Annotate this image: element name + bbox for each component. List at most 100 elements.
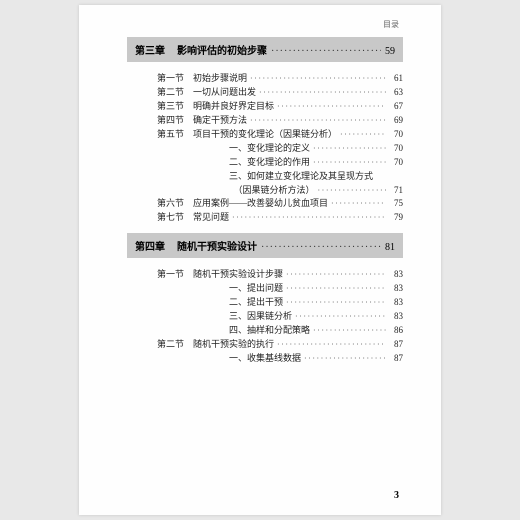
toc-entry: 二、变化理论的作用·······························… <box>157 156 403 170</box>
entry-title: 一、提出问题 <box>193 282 283 296</box>
entry-page: 83 <box>389 282 403 296</box>
entry-page: 87 <box>389 352 403 366</box>
entry-page: 83 <box>389 310 403 324</box>
chapter-header: 第三章影响评估的初始步骤 ····························… <box>127 37 403 62</box>
leader-dots: ········································… <box>304 353 386 367</box>
leader-dots: ········································… <box>313 157 386 171</box>
entry-title: 随机干预实验的执行 <box>193 338 274 352</box>
toc-entry: 一、提出问题··································… <box>157 282 403 296</box>
leader-dots: ········································… <box>271 46 381 57</box>
section-label <box>157 310 193 324</box>
entry-title: 一、变化理论的定义 <box>193 142 310 156</box>
toc-entry: 第三节明确并良好界定目标····························… <box>157 100 403 114</box>
section-label <box>157 282 193 296</box>
entry-page: 70 <box>389 128 403 142</box>
toc-entry: 四、抽样和分配策略·······························… <box>157 324 403 338</box>
entry-page: 86 <box>389 324 403 338</box>
section-label: 第五节 <box>157 128 193 142</box>
entry-title: 一、收集基线数据 <box>193 352 301 366</box>
leader-dots: ········································… <box>277 339 386 353</box>
entry-title: 项目干预的变化理论（因果链分析） <box>193 128 337 142</box>
entry-page: 83 <box>389 296 403 310</box>
leader-dots: ········································… <box>250 73 386 87</box>
running-head: 目录 <box>383 19 399 30</box>
leader-dots: ········································… <box>277 101 386 115</box>
entry-page: 87 <box>389 338 403 352</box>
section-label: 第一节 <box>157 72 193 86</box>
leader-dots: ········································… <box>286 283 386 297</box>
entry-page: 70 <box>389 156 403 170</box>
section-label: 第六节 <box>157 197 193 211</box>
entry-page: 69 <box>389 114 403 128</box>
section-label <box>157 296 193 310</box>
section-label <box>157 156 193 170</box>
chapter-page: 81 <box>385 242 395 253</box>
section-label: 第三节 <box>157 100 193 114</box>
toc-content: 第三章影响评估的初始步骤 ····························… <box>127 37 403 366</box>
leader-dots: ········································… <box>313 325 386 339</box>
entry-page: 79 <box>389 211 403 225</box>
entry-title: 三、如何建立变化理论及其呈现方式 <box>193 170 373 184</box>
toc-entry: 第一节随机干预实验设计步骤···························… <box>157 268 403 282</box>
leader-dots: ········································… <box>286 297 386 311</box>
toc-entry: 一、收集基线数据································… <box>157 352 403 366</box>
toc-entry: 一、变化理论的定义·······························… <box>157 142 403 156</box>
leader-dots: ········································… <box>295 311 386 325</box>
leader-dots: ········································… <box>259 87 386 101</box>
entry-title: 三、因果链分析 <box>193 310 292 324</box>
toc-entry: 第一节初始步骤说明·······························… <box>157 72 403 86</box>
section-label <box>157 352 193 366</box>
toc-entry: 第五节项目干预的变化理论（因果链分析）·····················… <box>157 128 403 142</box>
section-label: 第七节 <box>157 211 193 225</box>
leader-dots: ········································… <box>331 198 386 212</box>
section-label <box>157 324 193 338</box>
entries-block: 第一节初始步骤说明·······························… <box>157 72 403 225</box>
entry-page: 83 <box>389 268 403 282</box>
entry-page: 67 <box>389 100 403 114</box>
page-number: 3 <box>394 490 399 501</box>
entry-title: 二、变化理论的作用 <box>193 156 310 170</box>
toc-entry: 三、如何建立变化理论及其呈现方式 <box>157 170 403 184</box>
entry-title: （因果链分析方法） <box>193 184 315 198</box>
entry-title: 初始步骤说明 <box>193 72 247 86</box>
chapter-title: 影响评估的初始步骤 <box>177 42 267 57</box>
entry-title: 应用案例——改善婴幼儿贫血项目 <box>193 197 328 211</box>
entries-block: 第一节随机干预实验设计步骤···························… <box>157 268 403 366</box>
entry-page: 75 <box>389 197 403 211</box>
section-label <box>157 142 193 156</box>
entry-page: 71 <box>389 184 403 198</box>
chapter-page: 59 <box>385 46 395 57</box>
toc-entry: 三、因果链分析·································… <box>157 310 403 324</box>
chapter-label: 第三章 <box>135 42 165 57</box>
toc-entry: 第六节应用案例——改善婴幼儿贫血项目······················… <box>157 197 403 211</box>
leader-dots: ········································… <box>286 269 386 283</box>
chapter-label: 第四章 <box>135 238 165 253</box>
toc-entry: 二、提出干预··································… <box>157 296 403 310</box>
leader-dots: ········································… <box>340 129 386 143</box>
section-label: 第二节 <box>157 86 193 100</box>
section-label: 第二节 <box>157 338 193 352</box>
entry-page: 61 <box>389 72 403 86</box>
leader-dots: ········································… <box>261 242 381 253</box>
leader-dots: ········································… <box>232 212 386 226</box>
toc-entry: 第二节一切从问题出发······························… <box>157 86 403 100</box>
entry-title: 确定干预方法 <box>193 114 247 128</box>
section-label: 第四节 <box>157 114 193 128</box>
toc-entry: 第七节常见问题·································… <box>157 211 403 225</box>
entry-title: 随机干预实验设计步骤 <box>193 268 283 282</box>
entry-title: 一切从问题出发 <box>193 86 256 100</box>
entry-title: 明确并良好界定目标 <box>193 100 274 114</box>
chapter-title: 随机干预实验设计 <box>177 238 257 253</box>
entry-title: 二、提出干预 <box>193 296 283 310</box>
leader-dots: ········································… <box>250 115 386 129</box>
toc-entry: 第四节确定干预方法·······························… <box>157 114 403 128</box>
entry-title: 四、抽样和分配策略 <box>193 324 310 338</box>
page: 目录 第三章影响评估的初始步骤 ·························… <box>79 5 441 515</box>
toc-entry: 第二节随机干预实验的执行····························… <box>157 338 403 352</box>
chapter-header: 第四章随机干预实验设计 ·····························… <box>127 233 403 258</box>
section-label <box>157 184 193 198</box>
entry-page: 63 <box>389 86 403 100</box>
leader-dots: ········································… <box>318 185 386 199</box>
section-label <box>157 170 193 184</box>
entry-title: 常见问题 <box>193 211 229 225</box>
